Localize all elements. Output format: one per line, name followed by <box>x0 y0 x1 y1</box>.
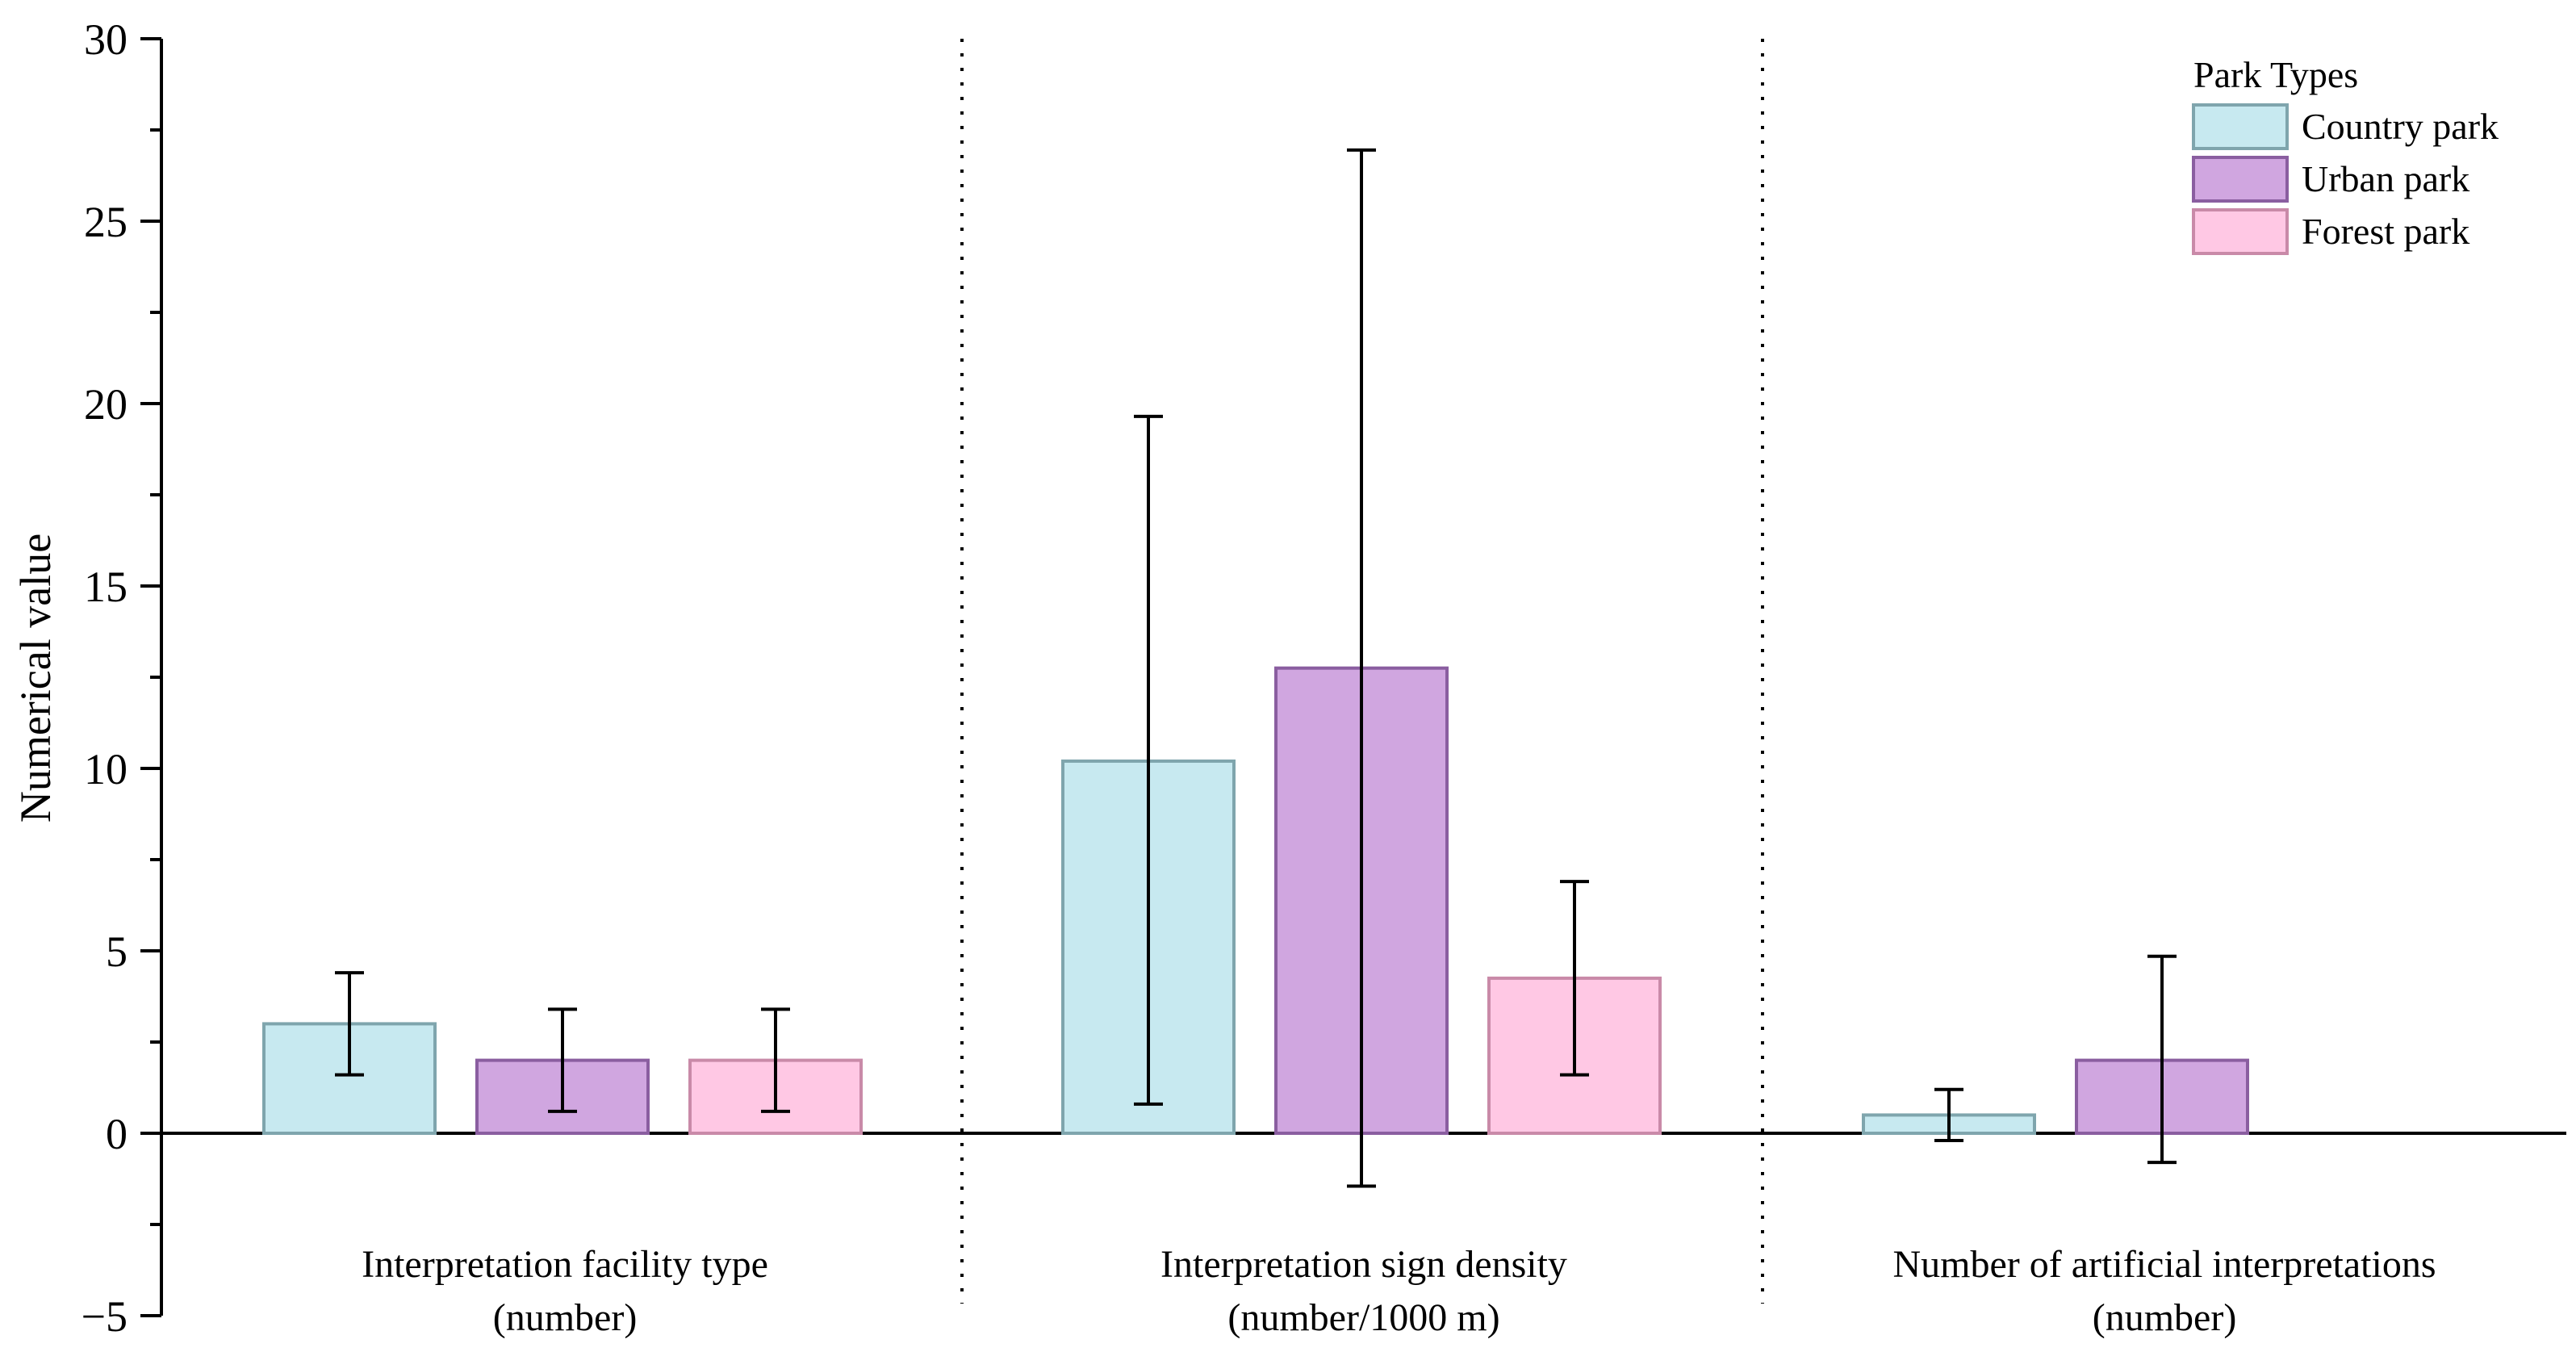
y-tick-label: −5 <box>82 1292 128 1341</box>
legend: Park Types Country park Urban park Forest … <box>2192 54 2499 255</box>
y-tick-label: 20 <box>84 380 128 429</box>
group-label-line2: (number) <box>2093 1296 2237 1339</box>
legend-swatch <box>2192 208 2289 255</box>
y-ticks: −5 0 5 10 15 20 25 30 <box>82 15 161 1341</box>
legend-item-label: Urban park <box>2302 158 2469 199</box>
group-label-line1: Number of artificial interpretations <box>1892 1243 2436 1286</box>
y-tick-label: 25 <box>84 198 128 246</box>
legend-swatch <box>2192 156 2289 203</box>
group-label-line1: Interpretation sign density <box>1160 1243 1567 1286</box>
error-bars <box>335 148 2177 1188</box>
group-label-line1: Interpretation facility type <box>362 1243 768 1286</box>
y-tick-label: 15 <box>84 563 128 611</box>
group-label-line2: (number) <box>493 1296 638 1339</box>
group-labels: Interpretation facility type (number) Inte… <box>362 1243 2436 1339</box>
y-axis-label: Numerical value <box>11 534 60 823</box>
legend-swatch <box>2192 103 2289 150</box>
y-tick-label: 0 <box>106 1110 128 1158</box>
y-tick-label: 5 <box>106 927 128 976</box>
legend-item-label: Country park <box>2302 106 2499 147</box>
y-tick-label: 10 <box>84 745 128 793</box>
group-label-line2: (number/1000 m) <box>1227 1296 1499 1339</box>
legend-item-label: Forest park <box>2302 211 2469 252</box>
legend-title: Park Types <box>2193 54 2358 95</box>
y-tick-label: 30 <box>84 15 128 64</box>
